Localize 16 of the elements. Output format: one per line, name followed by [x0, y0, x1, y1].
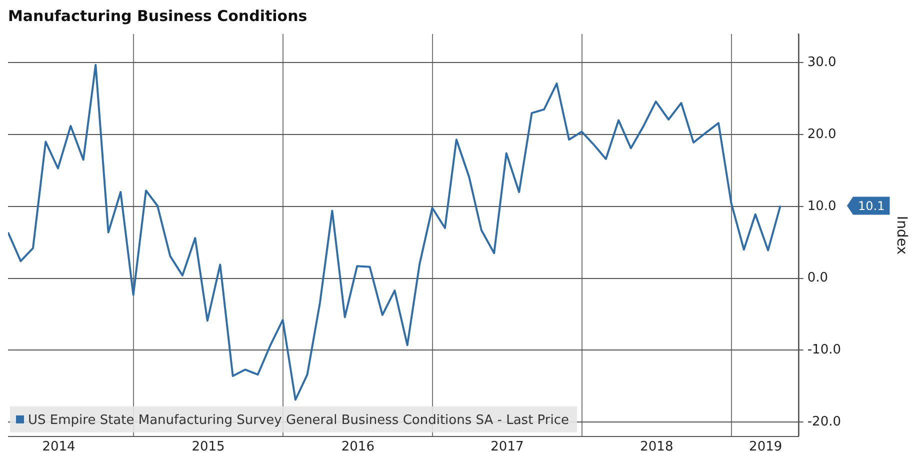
legend-label: US Empire State Manufacturing Survey General Business Conditions SA - Last Price: [28, 412, 570, 428]
y-axis-title: Index: [893, 216, 910, 254]
x-tick-label: 2018: [640, 440, 674, 455]
x-tick-label: 2019: [749, 440, 782, 455]
y-tick-label: 10.0: [807, 198, 836, 214]
x-tick-label: 2016: [341, 440, 374, 455]
y-tick-label: -10.0: [807, 342, 842, 358]
chart-title: Manufacturing Business Conditions: [8, 6, 308, 25]
x-tick-label: 2017: [490, 440, 524, 455]
x-tick-label: 2015: [192, 440, 225, 455]
text: 10.1: [858, 198, 885, 213]
y-tick-label: 30.0: [807, 55, 836, 70]
x-tick-label: 2014: [42, 440, 76, 455]
y-tick-label: -20.0: [807, 414, 842, 430]
y-tick-label: 0.0: [807, 270, 828, 286]
y-tick-label: 20.0: [807, 126, 836, 142]
